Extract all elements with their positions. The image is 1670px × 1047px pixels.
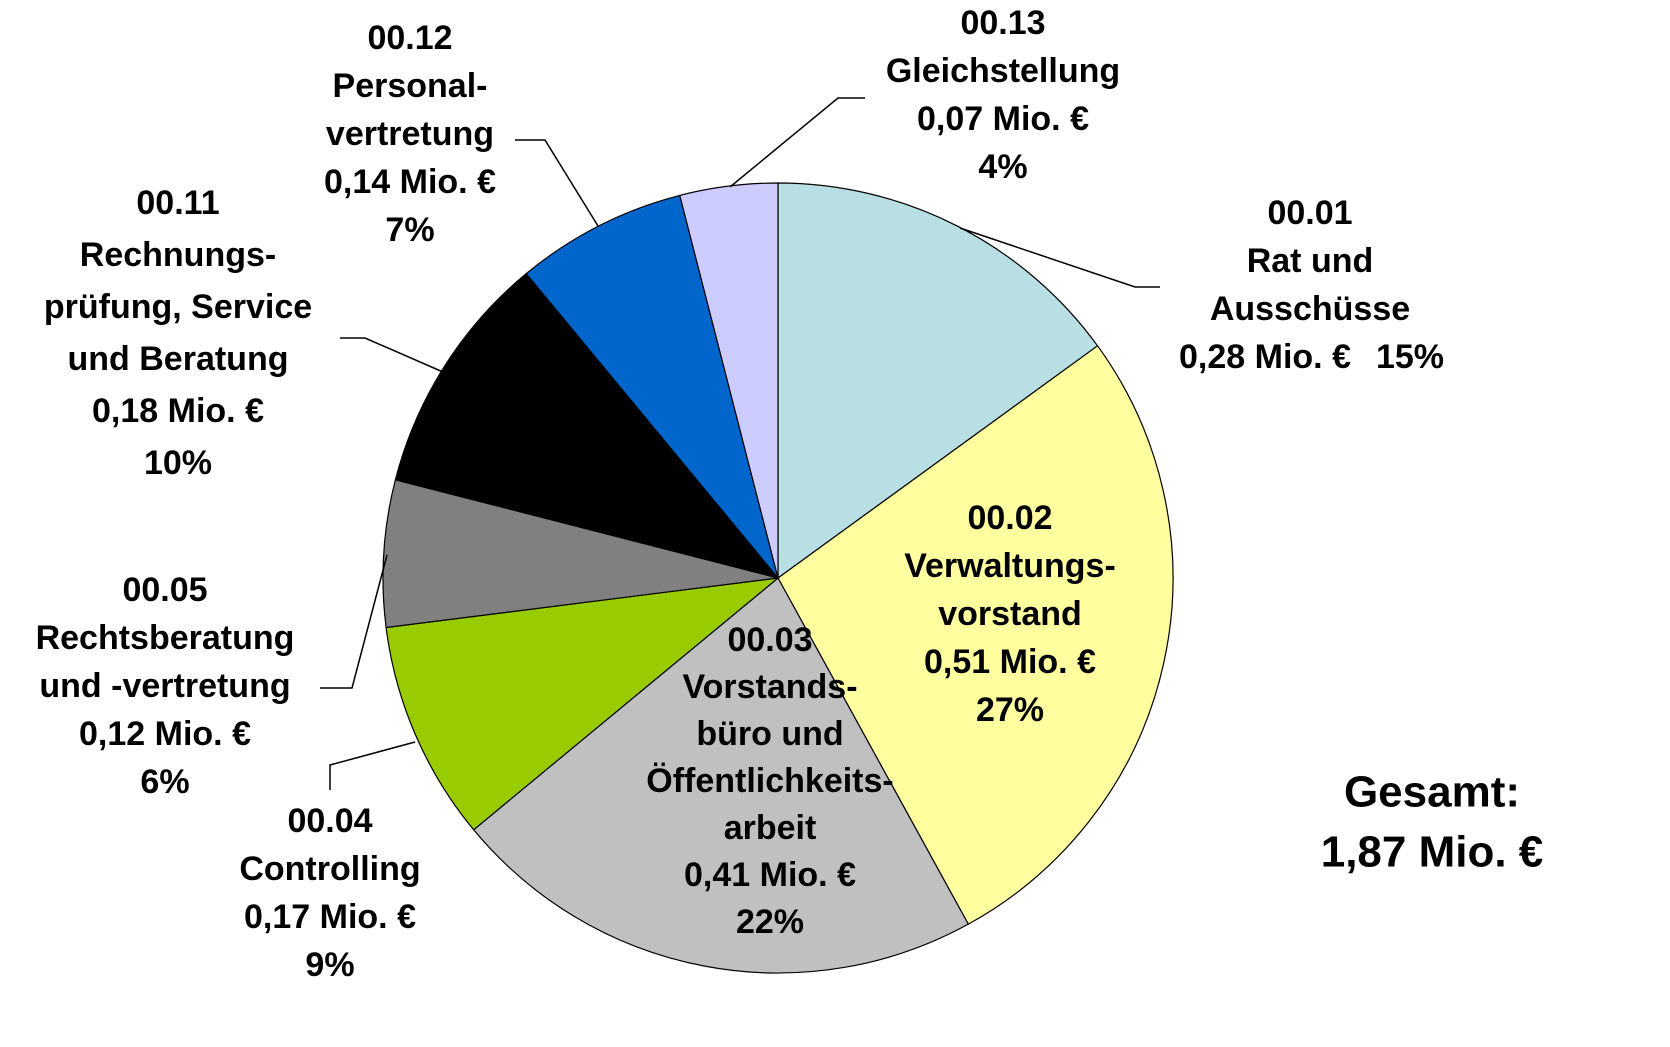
slice-label: Rat und <box>1247 242 1374 280</box>
slice <box>777 182 1099 580</box>
slice-label: 00.04 <box>287 802 372 840</box>
total-label: Gesamt: <box>1344 768 1520 817</box>
percent-label: 6% <box>140 763 189 801</box>
slice <box>394 272 780 580</box>
percent-label: 22% <box>736 903 804 941</box>
leader-line <box>329 741 416 790</box>
slice-label: Ausschüsse <box>1210 290 1410 328</box>
leader-line <box>729 97 865 188</box>
amount-label: 0,17 Mio. € <box>244 898 416 936</box>
slice-label: vertretung <box>326 115 494 153</box>
slice-label: 00.03 <box>727 621 812 659</box>
slice-label: Gleichstellung <box>886 52 1120 90</box>
percent-label: 10% <box>144 444 212 482</box>
slice-label: 00.01 <box>1267 194 1352 232</box>
slice <box>472 577 970 974</box>
slice <box>382 479 779 629</box>
slice-label: und Beratung <box>68 340 289 378</box>
leader-line <box>515 139 599 227</box>
slice-label: 00.11 <box>136 184 219 222</box>
slice <box>777 344 1174 925</box>
slice-label: Controlling <box>239 850 420 888</box>
slice-label: Rechtsberatung <box>36 619 295 657</box>
slice-label: 00.12 <box>367 19 452 57</box>
amount-label: 0,12 Mio. € <box>79 715 251 753</box>
slice-label: Öffentlichkeits- <box>646 762 893 800</box>
amount-label: 0,07 Mio. € <box>917 100 1089 138</box>
leader-line <box>959 227 1160 288</box>
amount-label: 0,18 Mio. € <box>92 392 264 430</box>
slice-label: vorstand <box>938 595 1082 633</box>
percent-label: 9% <box>305 946 354 984</box>
slice-label: 00.05 <box>122 571 207 609</box>
slice-label: prüfung, Service <box>44 288 312 326</box>
percent-label: 7% <box>385 211 434 249</box>
amount-label: 0,51 Mio. € <box>924 643 1096 681</box>
slice-label: Verwaltungs- <box>904 547 1116 585</box>
percent-label: 4% <box>978 148 1027 186</box>
leader-line <box>340 337 444 373</box>
slice-label: Personal- <box>333 67 488 105</box>
slice <box>679 182 779 579</box>
slice-label: 00.02 <box>967 499 1052 537</box>
slice-label: und -vertretung <box>39 667 290 705</box>
slice-label: Vorstands- <box>682 668 857 706</box>
slice-label: Rechnungs- <box>80 236 276 274</box>
percent-label: 27% <box>976 691 1044 729</box>
percent-label: 15% <box>1376 338 1444 376</box>
slice <box>525 194 779 579</box>
amount-label: 0,14 Mio. € <box>324 163 496 201</box>
amount-label: 0,41 Mio. € <box>684 856 856 894</box>
total-value: 1,87 Mio. € <box>1321 828 1544 877</box>
slice-label: 00.13 <box>960 4 1045 42</box>
slice <box>385 577 780 831</box>
slice-label: arbeit <box>724 809 817 847</box>
slice-label: büro und <box>696 715 843 753</box>
amount-label: 0,28 Mio. € <box>1179 338 1351 376</box>
leader-line <box>320 554 388 689</box>
